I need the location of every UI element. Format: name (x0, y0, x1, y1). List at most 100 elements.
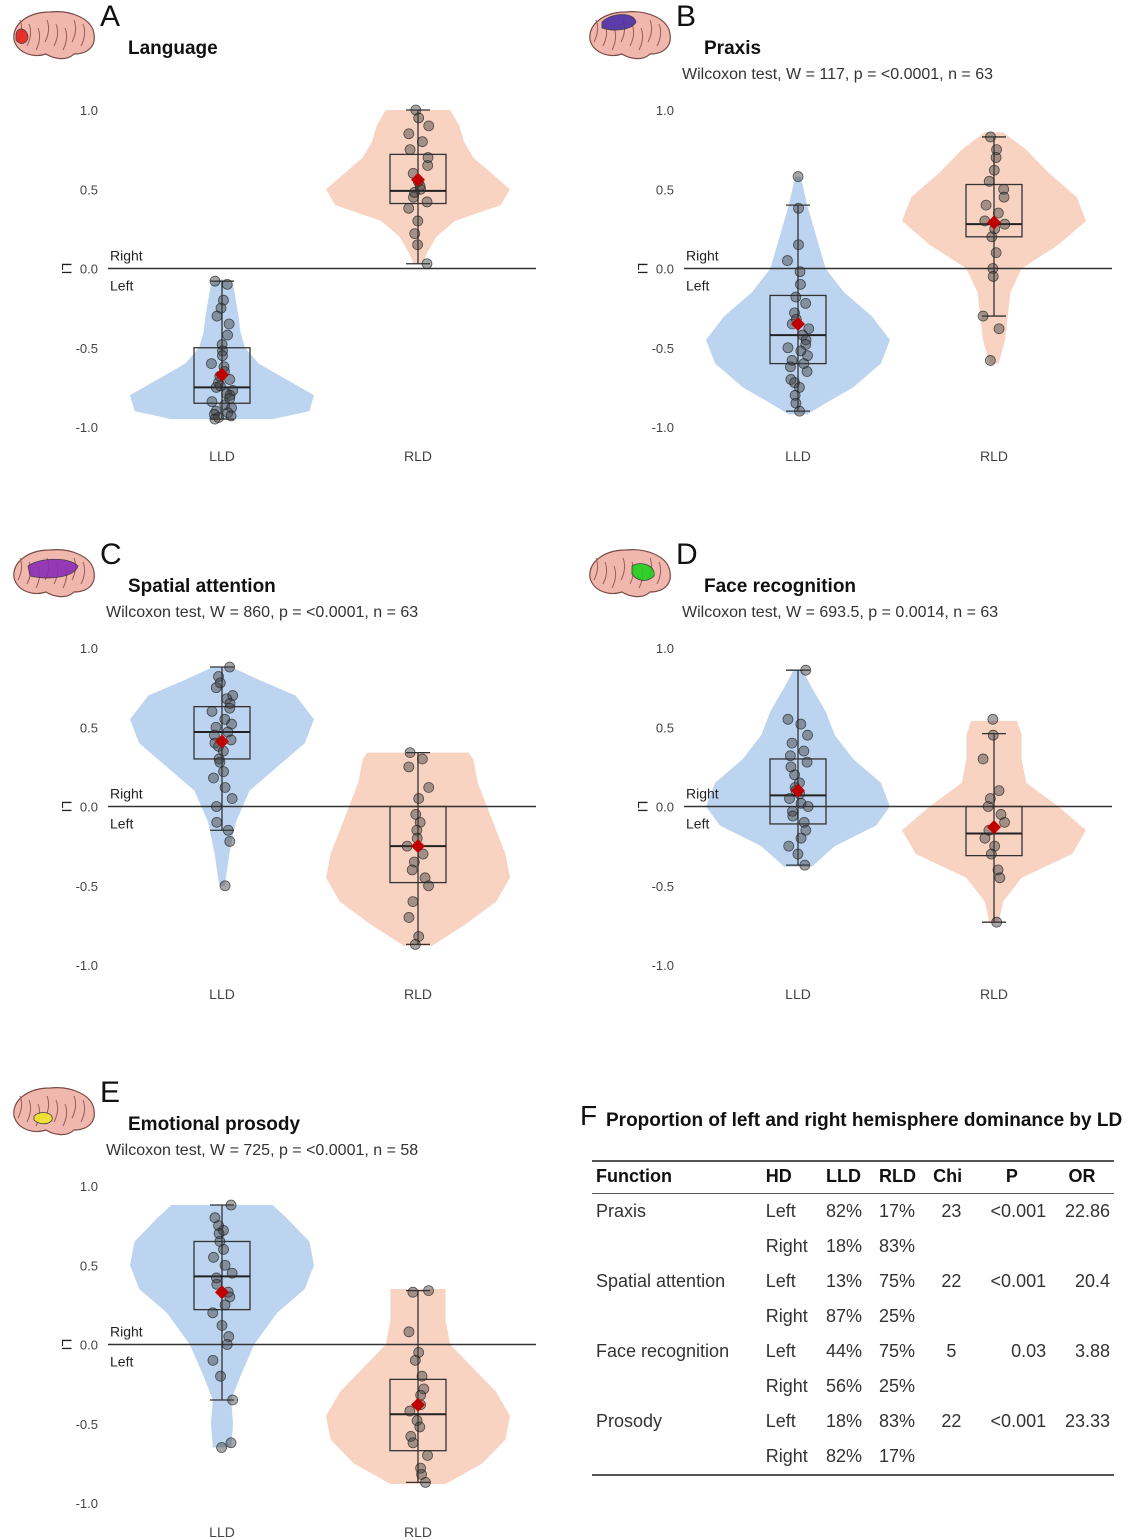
table-cell: 13% (825, 1271, 863, 1291)
table-cell (1050, 1439, 1114, 1476)
table-cell: 5 (946, 1341, 957, 1361)
data-point (208, 772, 219, 784)
data-point (790, 291, 802, 303)
data-point (800, 297, 812, 309)
ref-label-left: Left (110, 1354, 133, 1370)
col-header-lld: LLD (821, 1160, 875, 1194)
data-point (802, 729, 813, 741)
col-header-p: P (973, 1160, 1051, 1194)
data-point (213, 412, 224, 423)
table-cell (974, 1299, 1050, 1334)
data-point (407, 1286, 419, 1298)
wilcoxon-stat: Wilcoxon test, W = 725, p = <0.0001, n =… (106, 1142, 419, 1159)
data-point (422, 1450, 433, 1461)
data-point (786, 355, 798, 366)
y-tick-label: 0.5 (80, 1258, 98, 1273)
data-point (793, 239, 804, 251)
data-point (987, 271, 999, 282)
data-point (421, 196, 433, 208)
table-cell: 87% (825, 1306, 863, 1326)
data-point (786, 737, 798, 749)
data-point (210, 381, 222, 393)
data-point (226, 793, 238, 804)
table-cell: 18% (825, 1411, 863, 1431)
data-point (802, 801, 814, 812)
data-point (793, 202, 804, 214)
data-point (409, 1354, 421, 1366)
data-point (416, 753, 428, 765)
table-cell (929, 1299, 974, 1334)
data-point (977, 310, 989, 322)
ref-label-right: Right (110, 1324, 143, 1340)
brain-sulcus (611, 565, 617, 589)
table-cell: 3.88 (1074, 1341, 1110, 1361)
box-iqr (193, 347, 251, 404)
y-tick-label: -1.0 (652, 420, 674, 435)
table-cell (974, 1229, 1050, 1264)
violin-plot-spatial-attention: -1.0 -0.5 0.0 0.5 1.0 LI Right Left LLD RLD (59, 641, 536, 1002)
brain-sulcus (80, 561, 86, 585)
y-tick-label: 1.0 (656, 103, 674, 118)
data-point (207, 1354, 219, 1366)
data-point (223, 1331, 235, 1342)
data-point (225, 410, 237, 422)
ref-label-right: Right (110, 248, 143, 264)
brain-sulcus (17, 1095, 23, 1119)
y-tick-label: 0.0 (80, 1338, 98, 1353)
ref-label-left: Left (686, 278, 709, 294)
data-point (415, 1389, 427, 1401)
data-point (224, 702, 236, 714)
brain-sulcus (53, 1099, 59, 1123)
data-point (413, 1347, 425, 1358)
data-point (219, 399, 231, 411)
table-cell (592, 1299, 762, 1334)
panel-c-spatial-attention: C Spatial attention Wilcoxon test, W = 8… (0, 538, 560, 1068)
data-point (404, 1405, 416, 1417)
data-point (411, 824, 423, 836)
x-tick-label: RLD (980, 986, 1008, 1002)
panel-letter: B (676, 0, 697, 33)
data-point (406, 864, 418, 876)
x-tick-label: LLD (209, 986, 235, 1002)
data-point (794, 266, 806, 278)
table-cell: 22 (941, 1411, 962, 1431)
table-row: Right 18% 83% (592, 1229, 1114, 1264)
data-point (422, 152, 434, 163)
brain-sulcus (71, 1095, 77, 1119)
panel-a-language: A Language -1.0 -0.5 0.0 0.5 1.0 LI Right Left L… (0, 0, 560, 530)
table-cell: Left (765, 1271, 796, 1291)
data-point (209, 729, 220, 741)
mean-marker (411, 839, 425, 854)
x-tick-label: LLD (785, 448, 811, 464)
data-point (219, 880, 231, 892)
table-cell: <0.001 (990, 1271, 1047, 1291)
data-point (227, 690, 239, 701)
data-point (222, 329, 233, 341)
data-point (214, 756, 226, 768)
data-point (403, 128, 415, 140)
violin-plot-praxis: -1.0 -0.5 0.0 0.5 1.0 LI Right Left LLD RLD (635, 103, 1112, 464)
table-cell (929, 1439, 974, 1476)
table-cell: Left (765, 1411, 796, 1431)
panel-letter: C (100, 538, 122, 571)
data-point (422, 160, 434, 171)
col-header-function: Function (592, 1160, 762, 1194)
table-cell: Spatial attention (596, 1271, 726, 1291)
panel-e-emotional-prosody: E Emotional prosody Wilcoxon test, W = 7… (0, 1076, 560, 1540)
brain-sulcus (17, 557, 23, 581)
data-point (416, 136, 428, 148)
y-tick-label: 0.5 (656, 182, 674, 197)
data-point (409, 228, 421, 240)
y-tick-label: -1.0 (652, 958, 674, 973)
data-point (411, 1415, 423, 1426)
data-point (990, 247, 1002, 259)
data-point (798, 816, 810, 828)
table-cell: Face recognition (596, 1341, 730, 1361)
data-point (999, 816, 1010, 828)
data-point (982, 801, 994, 812)
data-point (414, 816, 426, 828)
y-axis-label: LI (59, 1339, 75, 1351)
ref-label-left: Left (110, 278, 133, 294)
data-point (792, 848, 804, 860)
box-iqr (389, 153, 447, 205)
